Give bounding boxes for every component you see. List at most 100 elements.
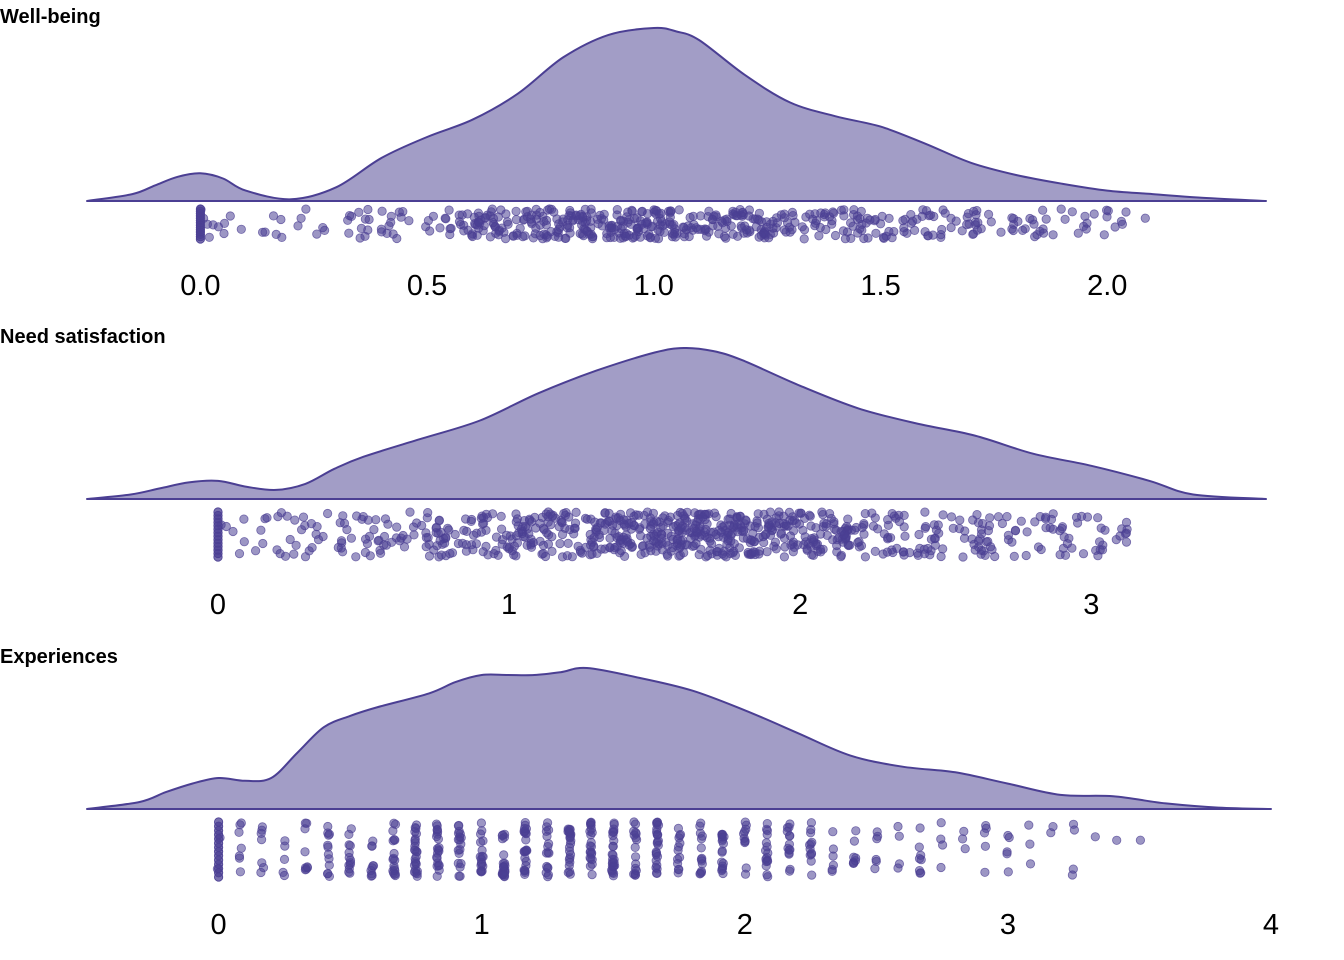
data-point [219, 228, 229, 239]
data-point [648, 536, 659, 546]
data-point [987, 544, 997, 555]
data-point [960, 844, 970, 854]
data-point [979, 828, 990, 838]
data-point [571, 507, 581, 518]
data-point [307, 542, 317, 553]
data-point [915, 543, 925, 554]
data-point [816, 547, 826, 557]
data-point [1046, 828, 1056, 838]
data-point [542, 231, 553, 241]
data-point [900, 531, 910, 541]
data-point [446, 223, 456, 233]
data-point [781, 227, 791, 237]
data-point [599, 215, 609, 225]
data-point [765, 507, 775, 517]
data-point [740, 817, 750, 827]
data-point [410, 838, 420, 848]
data-point [852, 215, 863, 225]
data-point [709, 508, 720, 518]
data-point [285, 534, 295, 545]
data-point [502, 217, 512, 227]
data-point [1008, 214, 1019, 224]
data-point [1073, 518, 1083, 528]
data-point [541, 215, 552, 225]
data-point [444, 205, 454, 215]
data-point [364, 214, 374, 225]
data-point [652, 851, 663, 862]
data-point [1003, 867, 1013, 877]
data-point [882, 547, 892, 557]
data-point [776, 529, 786, 539]
data-point [318, 223, 328, 233]
data-point [1078, 549, 1089, 559]
data-point [719, 832, 729, 842]
data-point [296, 213, 306, 223]
data-point [1056, 204, 1066, 214]
data-point [466, 540, 477, 550]
data-point [521, 860, 531, 871]
data-point [520, 231, 530, 241]
data-point [476, 818, 486, 828]
data-point [290, 515, 300, 525]
data-point [600, 508, 610, 518]
data-point [785, 819, 795, 829]
data-point [324, 854, 334, 864]
data-point [298, 512, 309, 522]
data-point [697, 853, 707, 864]
x-tick-label: 1 [501, 589, 517, 621]
data-point [716, 527, 726, 537]
data-point [459, 525, 469, 536]
data-point [567, 216, 578, 226]
data-point [1089, 209, 1099, 219]
data-point [930, 540, 940, 550]
data-point [1090, 832, 1100, 842]
data-point [1009, 551, 1019, 562]
data-point [840, 234, 851, 244]
data-point [605, 232, 616, 243]
data-point [653, 234, 664, 244]
data-point [421, 542, 431, 552]
data-point [608, 868, 619, 879]
x-tick-label: 0.5 [407, 270, 447, 302]
data-point [761, 856, 772, 867]
data-point [912, 214, 922, 224]
data-point [234, 548, 245, 559]
data-point [817, 507, 827, 517]
data-point [1057, 523, 1067, 534]
data-point [239, 514, 249, 524]
data-point [547, 532, 557, 542]
data-point [696, 818, 706, 828]
data-point [788, 211, 798, 221]
data-point [668, 522, 679, 532]
data-point [938, 510, 948, 520]
data-point [541, 848, 552, 858]
data-point [928, 230, 938, 240]
data-point [704, 206, 714, 216]
data-point [376, 227, 387, 237]
data-point [714, 543, 724, 554]
data-point [455, 862, 465, 872]
data-point [762, 870, 772, 880]
data-point [542, 831, 552, 841]
data-point [432, 852, 442, 862]
data-point [609, 224, 620, 234]
data-point [493, 550, 503, 560]
data-point [625, 508, 636, 518]
data-point [621, 530, 631, 540]
data-point [271, 229, 281, 239]
data-point [938, 544, 948, 554]
data-point [342, 524, 352, 535]
data-point [1082, 218, 1092, 228]
data-point [721, 233, 731, 243]
data-point [839, 205, 849, 215]
data-point [887, 233, 897, 243]
data-point [1120, 529, 1131, 539]
data-point [475, 837, 486, 847]
data-point [565, 205, 575, 216]
data-point [351, 552, 361, 562]
data-point [260, 514, 270, 524]
data-point [827, 216, 837, 226]
data-point [280, 841, 290, 851]
data-point [957, 226, 967, 236]
data-point [735, 205, 745, 215]
